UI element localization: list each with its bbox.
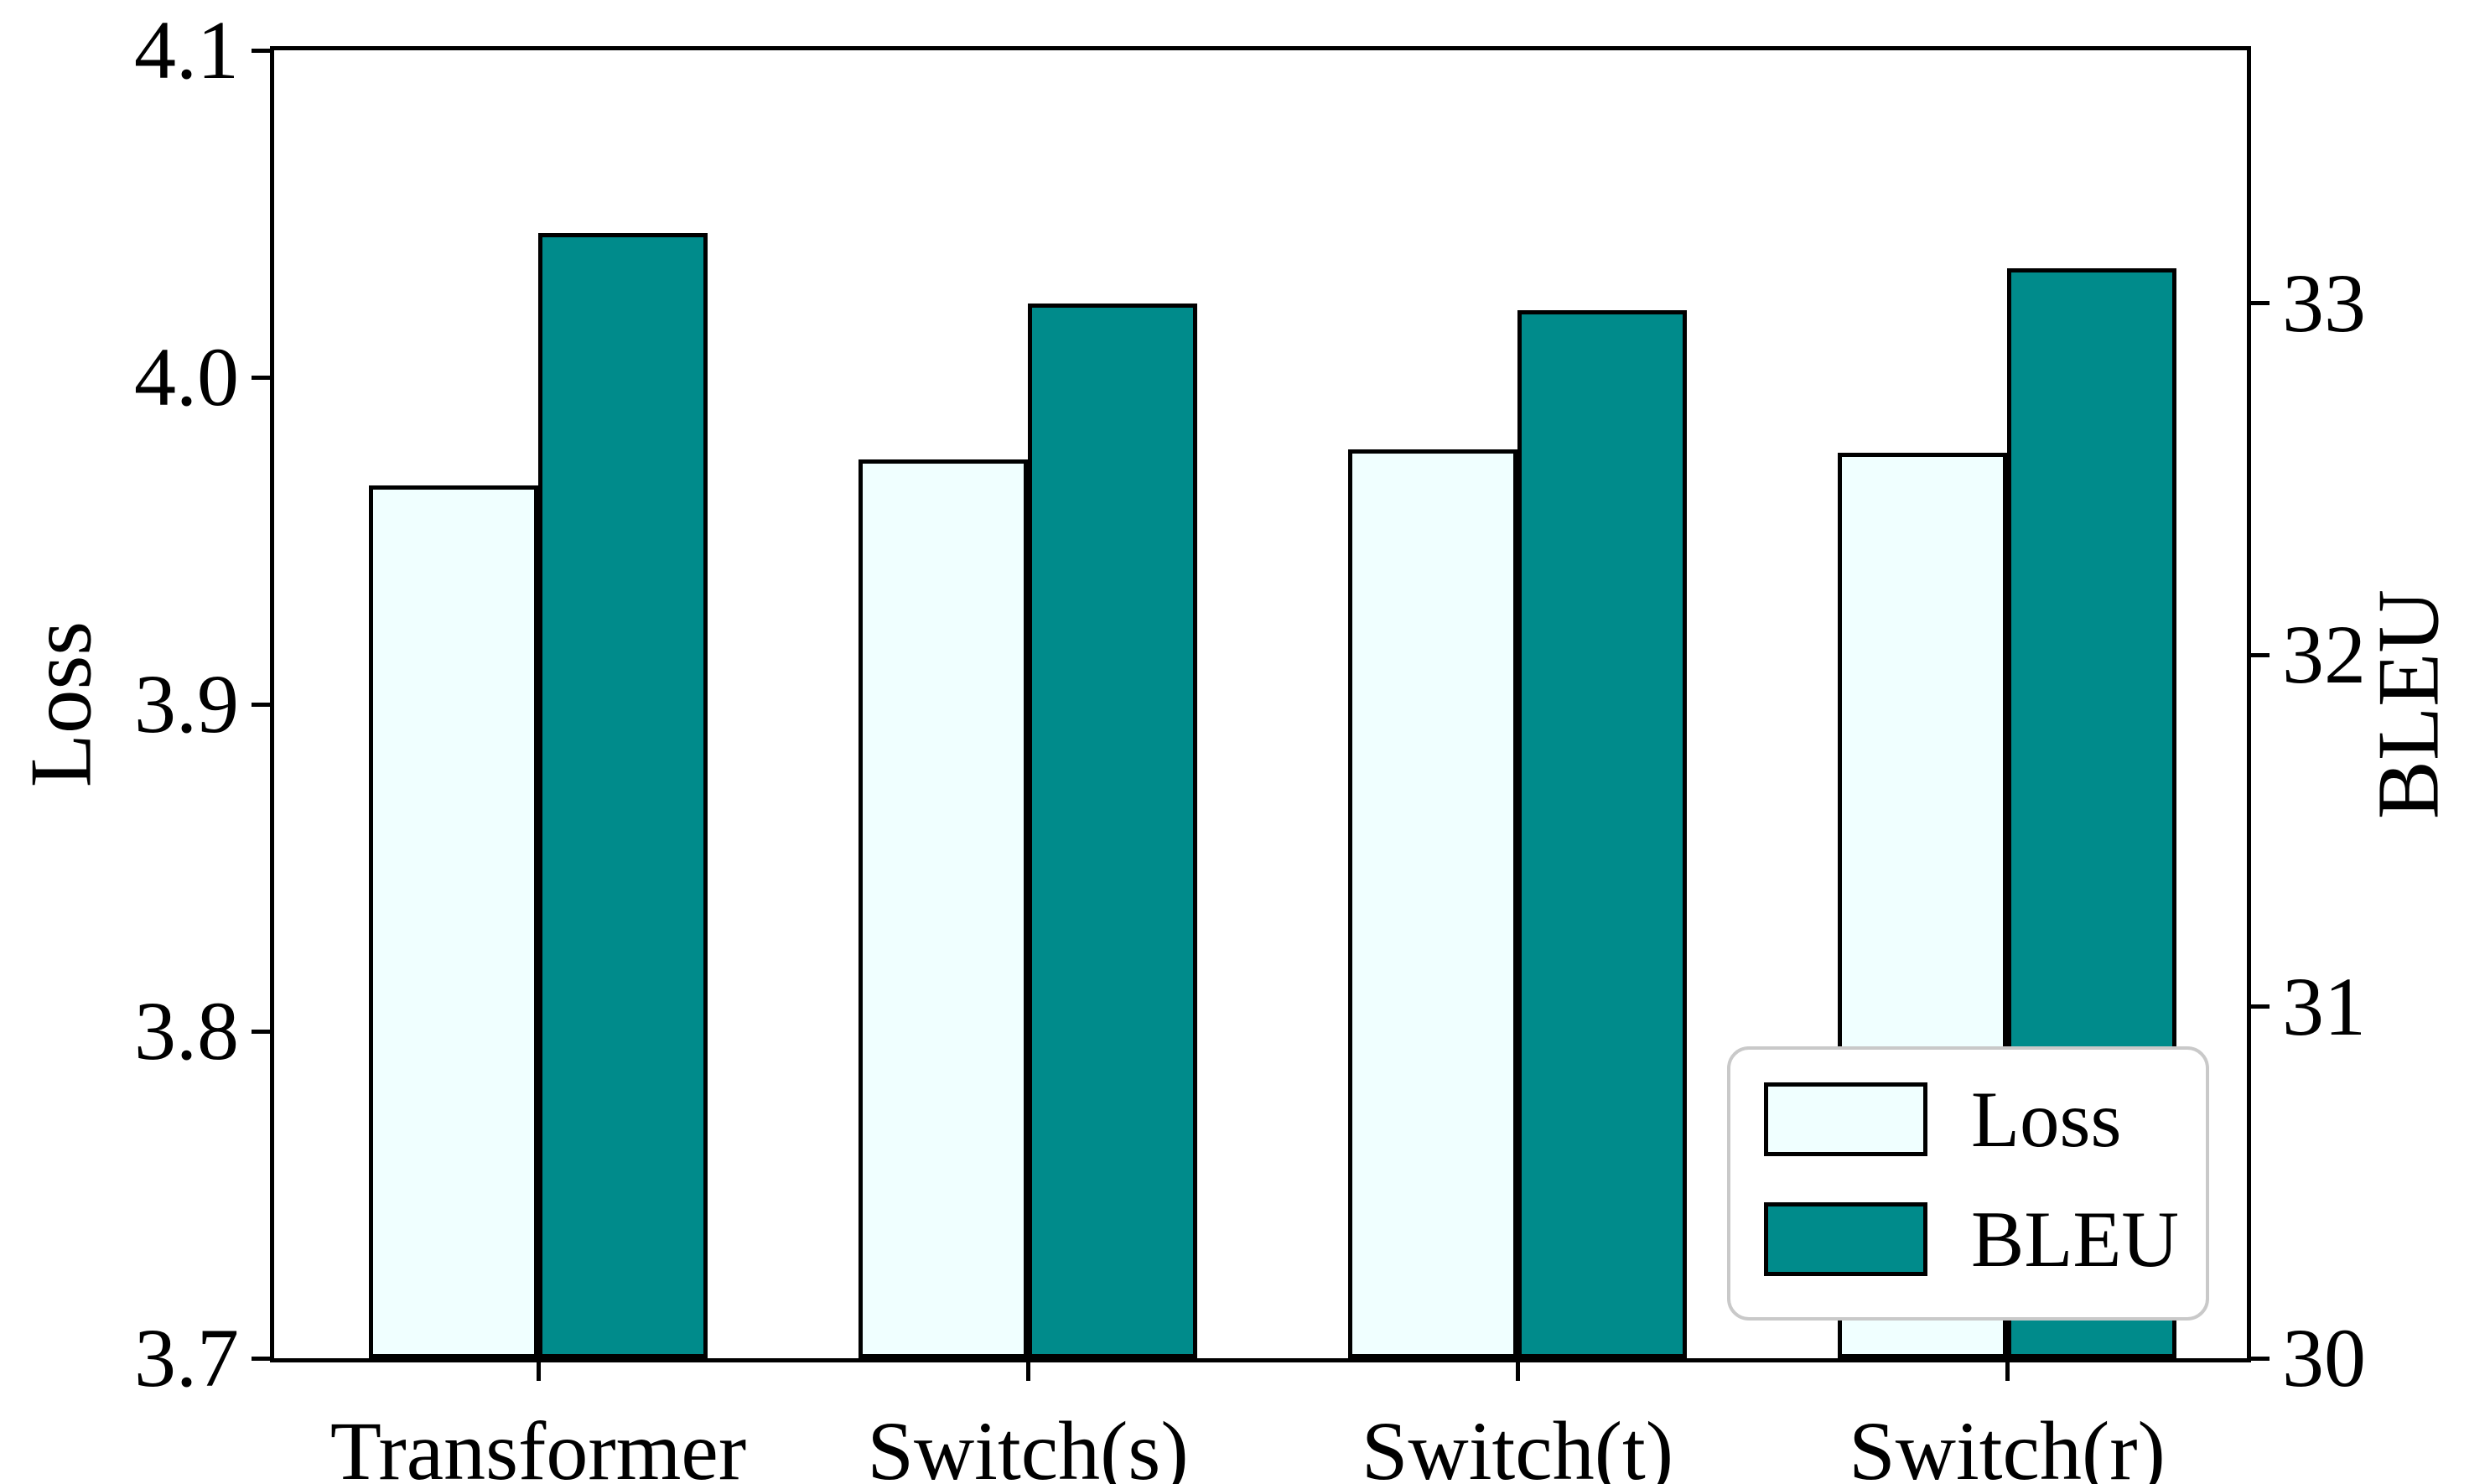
legend-swatch-loss: [1764, 1082, 1927, 1156]
legend-label-bleu: BLEU: [1971, 1195, 2180, 1284]
x-tick-label-2: Switch(t): [1361, 1404, 1674, 1484]
bar-bleu-0: [538, 233, 708, 1358]
left-tick-label-2: 3.9: [134, 657, 239, 750]
bar-loss-0: [369, 485, 538, 1358]
legend-entry-loss: Loss: [1764, 1077, 2121, 1161]
bar-bleu-2: [1517, 310, 1687, 1358]
right-tick-label-2: 31: [2282, 959, 2366, 1053]
right-tick-label-3: 30: [2282, 1311, 2366, 1404]
left-tick-label-0: 4.1: [134, 3, 239, 96]
right-tick-label-0: 33: [2282, 256, 2366, 350]
x-tick-0: [537, 1362, 541, 1381]
left-tick-4: [252, 1356, 270, 1361]
bar-bleu-1: [1028, 303, 1197, 1358]
right-tick-label-1: 32: [2282, 608, 2366, 702]
right-y-axis-title: BLEU: [2358, 589, 2457, 820]
x-tick-label-1: Switch(s): [867, 1404, 1189, 1484]
right-tick-1: [2251, 652, 2270, 657]
left-tick-label-3: 3.8: [134, 984, 239, 1077]
left-tick-2: [252, 702, 270, 707]
bar-loss-2: [1348, 449, 1517, 1358]
right-tick-3: [2251, 1356, 2270, 1361]
x-tick-label-0: Transformer: [329, 1404, 747, 1484]
legend-entry-bleu: BLEU: [1764, 1197, 2179, 1281]
left-tick-1: [252, 375, 270, 380]
legend-label-loss: Loss: [1971, 1075, 2122, 1164]
left-tick-label-4: 3.7: [134, 1311, 239, 1404]
x-tick-label-3: Switch(r): [1849, 1404, 2166, 1484]
left-tick-3: [252, 1029, 270, 1034]
left-tick-0: [252, 48, 270, 53]
right-tick-0: [2251, 301, 2270, 306]
left-tick-label-1: 4.0: [134, 330, 239, 423]
x-tick-3: [2005, 1362, 2010, 1381]
legend-box: Loss BLEU: [1727, 1046, 2209, 1321]
right-tick-2: [2251, 1004, 2270, 1009]
x-tick-2: [1516, 1362, 1520, 1381]
x-tick-1: [1026, 1362, 1030, 1381]
legend-swatch-bleu: [1764, 1202, 1927, 1276]
bar-loss-1: [859, 459, 1028, 1358]
